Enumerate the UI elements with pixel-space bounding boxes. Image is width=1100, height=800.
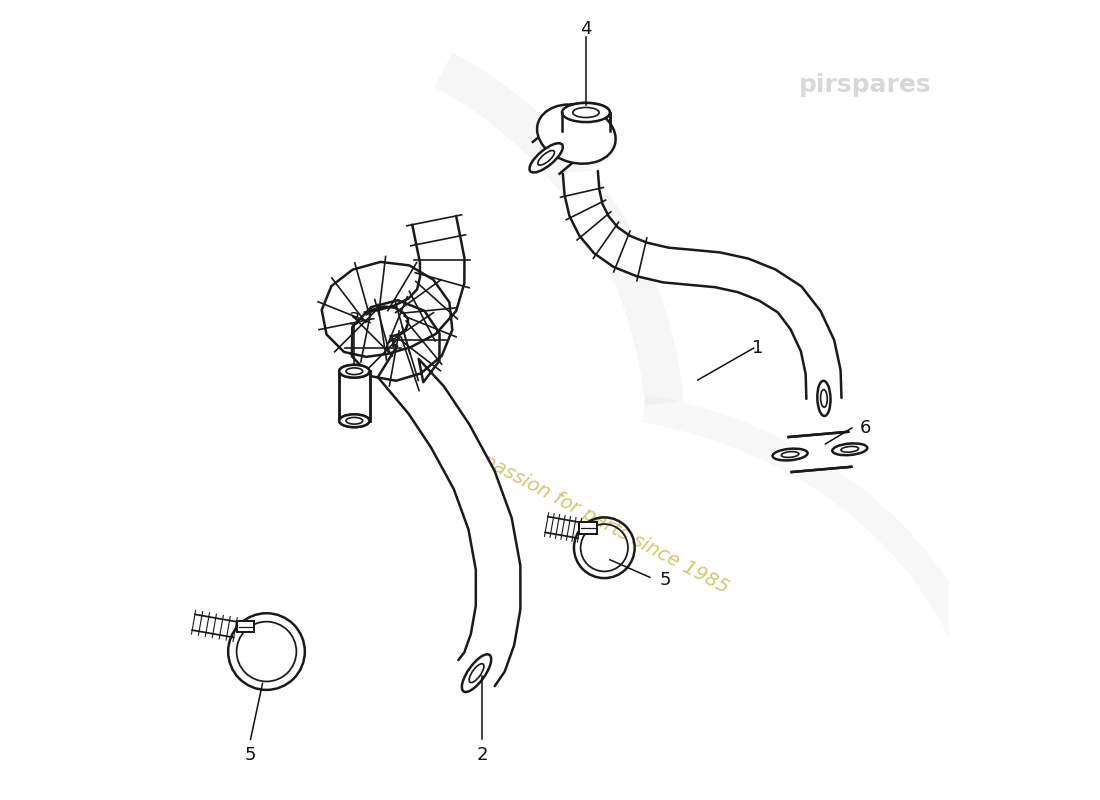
Text: 5: 5 <box>660 570 671 589</box>
Text: 4: 4 <box>580 20 592 38</box>
Ellipse shape <box>339 414 370 427</box>
Text: 3: 3 <box>349 311 360 329</box>
Ellipse shape <box>562 103 609 122</box>
Ellipse shape <box>817 381 830 416</box>
Text: pirspares: pirspares <box>799 73 932 97</box>
Ellipse shape <box>772 449 807 461</box>
Ellipse shape <box>339 414 370 427</box>
Polygon shape <box>339 371 370 421</box>
Text: 5: 5 <box>245 746 256 764</box>
Ellipse shape <box>537 105 616 164</box>
Polygon shape <box>321 216 520 686</box>
FancyBboxPatch shape <box>579 522 596 534</box>
Ellipse shape <box>339 365 370 378</box>
Text: 1: 1 <box>752 339 763 357</box>
Polygon shape <box>789 432 851 472</box>
Text: 6: 6 <box>860 419 871 437</box>
Ellipse shape <box>562 103 609 122</box>
FancyBboxPatch shape <box>236 621 254 632</box>
Ellipse shape <box>462 654 492 692</box>
Ellipse shape <box>529 143 563 173</box>
Text: a passion for parts since 1985: a passion for parts since 1985 <box>463 442 733 598</box>
Polygon shape <box>563 171 842 399</box>
Ellipse shape <box>339 365 370 378</box>
Ellipse shape <box>833 443 867 455</box>
Text: 2: 2 <box>476 746 488 764</box>
